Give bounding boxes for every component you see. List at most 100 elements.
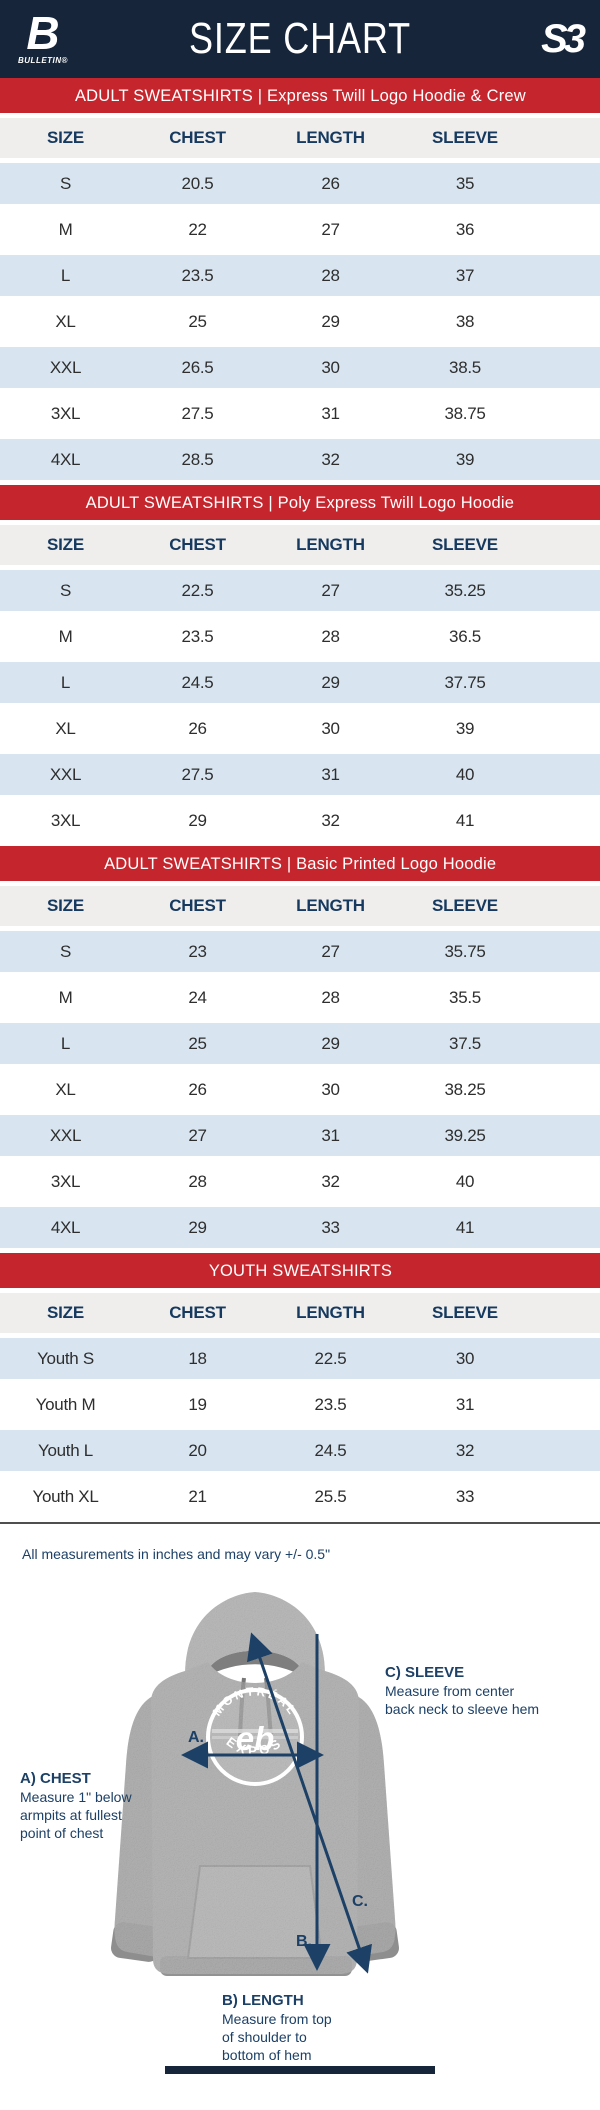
size-table-section: ADULT SWEATSHIRTS | Express Twill Logo H… [0, 78, 600, 480]
table-cell: 27.5 [181, 403, 214, 423]
sleeve-arrow [247, 1632, 372, 1974]
size-table-section: ADULT SWEATSHIRTS | Basic Printed Logo H… [0, 846, 600, 1248]
length-annotation-desc: Measure from top of shoulder to bottom o… [222, 2011, 332, 2063]
column-header: SLEEVE [432, 535, 498, 554]
table-cell: L [60, 265, 71, 285]
table-cell: XXL [49, 1125, 82, 1145]
montreal-expos-logo: MONTRÉAL EXPOS eb [206, 1684, 304, 1786]
table-cell: 21 [188, 1486, 207, 1506]
bottom-bar [165, 2066, 435, 2074]
table-row: XL 26 30 39 [0, 708, 600, 749]
section-banner: ADULT SWEATSHIRTS | Poly Express Twill L… [0, 485, 600, 520]
table-cell: Youth XL [32, 1486, 99, 1506]
section-banner-text: ADULT SWEATSHIRTS | Express Twill Logo H… [74, 85, 526, 105]
table-cell: 41 [455, 810, 475, 830]
sb-logo: S3 [541, 16, 586, 62]
table-header-row: SIZE CHEST LENGTH SLEEVE [0, 118, 600, 158]
table-body: Youth S 18 22.5 30 Youth M 19 23.5 31 Youth L 20 2… [0, 1338, 600, 1517]
table-cell: 29 [321, 311, 340, 331]
table-cell: 19 [188, 1394, 207, 1414]
bulletin-logo-caption: BULLETIN® [18, 55, 68, 65]
table-cell: 32 [455, 1440, 475, 1460]
table-cell: 40 [455, 764, 475, 784]
marker-b: B. [296, 1933, 312, 1950]
table-header-row: SIZE CHEST LENGTH SLEEVE [0, 1293, 600, 1333]
table-cell: 23.5 [181, 265, 214, 285]
table-cell: S [59, 173, 72, 193]
table-cell: 39.25 [444, 1125, 486, 1145]
table-cell: XL [55, 1079, 76, 1099]
column-header: SLEEVE [432, 128, 498, 147]
table-cell: 31 [321, 403, 340, 423]
table-cell: Youth S [37, 1348, 94, 1368]
table-row: 3XL 29 32 41 [0, 800, 600, 841]
table-row: M 24 28 35.5 [0, 977, 600, 1018]
table-cell: 38.5 [449, 357, 481, 377]
table-cell: 27 [188, 1125, 207, 1145]
table-cell: 29 [321, 1033, 340, 1053]
section-banner-text: YOUTH SWEATSHIRTS [208, 1260, 392, 1280]
table-cell: 4XL [50, 449, 81, 469]
table-row: S 20.5 26 35 [0, 163, 600, 204]
table-cell: 3XL [50, 1171, 81, 1191]
table-cell: 25.5 [314, 1486, 347, 1506]
size-table-section: YOUTH SWEATSHIRTS SIZE CHEST LENGTH SLEEVE … [0, 1253, 600, 1517]
section-banner: YOUTH SWEATSHIRTS [0, 1253, 600, 1288]
length-annotation-label: B) LENGTH [222, 1992, 304, 2009]
expos-logo-mark: eb [236, 1720, 275, 1757]
table-cell: 24 [188, 987, 207, 1007]
sleeve-annotation-desc: Measure from center back neck to sleeve … [385, 1683, 540, 1717]
sb-logo-icon: S3 [541, 16, 586, 61]
table-cell: 28 [321, 987, 340, 1007]
table-cell: 26 [321, 173, 340, 193]
table-row: S 23 27 35.75 [0, 931, 600, 972]
table-row: Youth S 18 22.5 30 [0, 1338, 600, 1379]
table-cell: 22.5 [181, 580, 214, 600]
table-cell: 36.5 [449, 626, 481, 646]
chest-annotation: A) CHEST Measure 1" below armpits at ful… [20, 1770, 170, 1843]
column-header: SLEEVE [432, 1303, 498, 1322]
table-cell: 39 [455, 718, 475, 738]
column-header: SIZE [47, 1303, 84, 1322]
table-cell: 25 [188, 311, 207, 331]
table-cell: 18 [188, 1348, 207, 1368]
table-row: XL 26 30 38.25 [0, 1069, 600, 1110]
header-bar: B BULLETIN® SIZE CHART S3 [0, 0, 600, 78]
table-cell: 35.75 [444, 941, 486, 961]
table-cell: 24.5 [314, 1440, 347, 1460]
table-cell: Youth L [38, 1440, 93, 1460]
table-row: Youth L 20 24.5 32 [0, 1430, 600, 1471]
size-table-section: ADULT SWEATSHIRTS | Poly Express Twill L… [0, 485, 600, 841]
table-cell: 31 [321, 1125, 340, 1145]
column-header: CHEST [169, 896, 226, 915]
table-cell: 23.5 [314, 1394, 347, 1414]
table-cell: 28.5 [181, 449, 214, 469]
column-header: CHEST [169, 1303, 226, 1322]
table-cell: 30 [455, 1348, 475, 1368]
table-cell: 38.25 [444, 1079, 486, 1099]
table-cell: XL [55, 718, 76, 738]
section-banner: ADULT SWEATSHIRTS | Basic Printed Logo H… [0, 846, 600, 881]
table-cell: 27.5 [181, 764, 214, 784]
table-cell: 32 [321, 449, 340, 469]
divider-line [0, 1522, 600, 1524]
marker-a: A. [188, 1729, 204, 1746]
table-header-row: SIZE CHEST LENGTH SLEEVE [0, 886, 600, 926]
section-banner: ADULT SWEATSHIRTS | Express Twill Logo H… [0, 78, 600, 113]
table-row: L 23.5 28 37 [0, 255, 600, 296]
table-cell: 29 [188, 810, 207, 830]
table-cell: 32 [321, 1171, 340, 1191]
table-row: 3XL 27.5 31 38.75 [0, 393, 600, 434]
table-body: S 22.5 27 35.25 M 23.5 28 36.5 L 24.5 29 37.75 XL 26 3… [0, 570, 600, 841]
table-body: S 20.5 26 35 M 22 27 36 L 23.5 28 37 XL 25 29 38 XXL 26.5… [0, 163, 600, 480]
table-cell: 39 [455, 449, 475, 469]
table-cell: 41 [455, 1217, 475, 1237]
marker-c: C. [352, 1893, 368, 1910]
sleeve-annotation: C) SLEEVE Measure from center back neck … [385, 1664, 585, 1719]
measurements-note: All measurements in inches and may vary … [22, 1546, 331, 1562]
table-cell: 38 [455, 311, 475, 331]
table-cell: L [60, 672, 71, 692]
table-cell: 35.25 [444, 580, 486, 600]
table-cell: 23.5 [181, 626, 214, 646]
table-cell: 28 [188, 1171, 207, 1191]
